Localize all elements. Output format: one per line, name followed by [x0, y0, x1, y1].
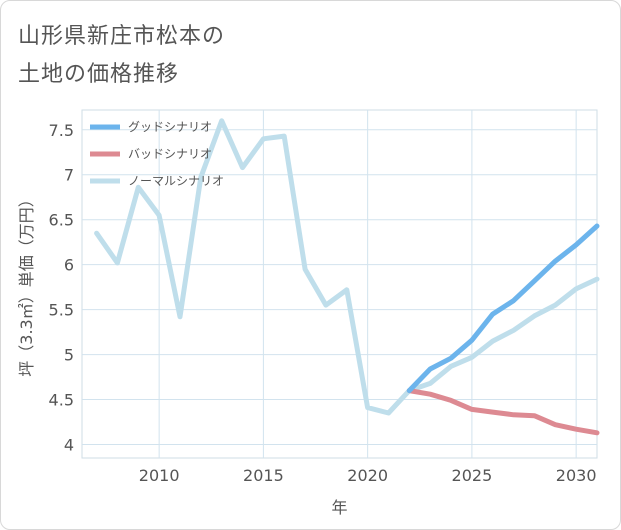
chart-title-line-1: 山形県新庄市松本の [18, 24, 226, 49]
x-axis-title: 年 [331, 498, 347, 517]
legend-label: ノーマルシナリオ [128, 174, 224, 188]
chart-title-line-2: 土地の価格推移 [18, 62, 180, 87]
y-tick-label: 6 [64, 256, 74, 275]
series-line-bad [406, 388, 600, 436]
x-tick-label: 2025 [452, 466, 493, 485]
y-tick-label: 4 [64, 436, 74, 455]
legend-label: バッドシナリオ [128, 147, 212, 161]
x-tick-label: 2030 [556, 466, 597, 485]
y-tick-label: 6.5 [49, 211, 74, 230]
y-tick-label: 5 [64, 346, 74, 365]
x-tick-label: 2020 [347, 466, 388, 485]
legend-label: グッドシナリオ [128, 120, 212, 134]
axis-ticks: 4 4.5 5 5.5 6 6.5 7 7.5 2010 2015 2020 2025 2030 [49, 121, 597, 485]
y-tick-label: 7 [64, 166, 74, 185]
y-tick-label: 7.5 [49, 121, 74, 140]
series-line-good [406, 223, 600, 394]
y-axis-title: 坪（3.3㎡）単価（万円） [17, 191, 36, 376]
y-tick-label: 4.5 [49, 391, 74, 410]
series-lines [94, 118, 600, 436]
plot-area [81, 109, 598, 459]
grid-lines [81, 109, 598, 459]
x-tick-label: 2010 [139, 466, 180, 485]
x-tick-label: 2015 [243, 466, 284, 485]
series-line-normal [94, 118, 600, 416]
y-tick-label: 5.5 [49, 301, 74, 320]
